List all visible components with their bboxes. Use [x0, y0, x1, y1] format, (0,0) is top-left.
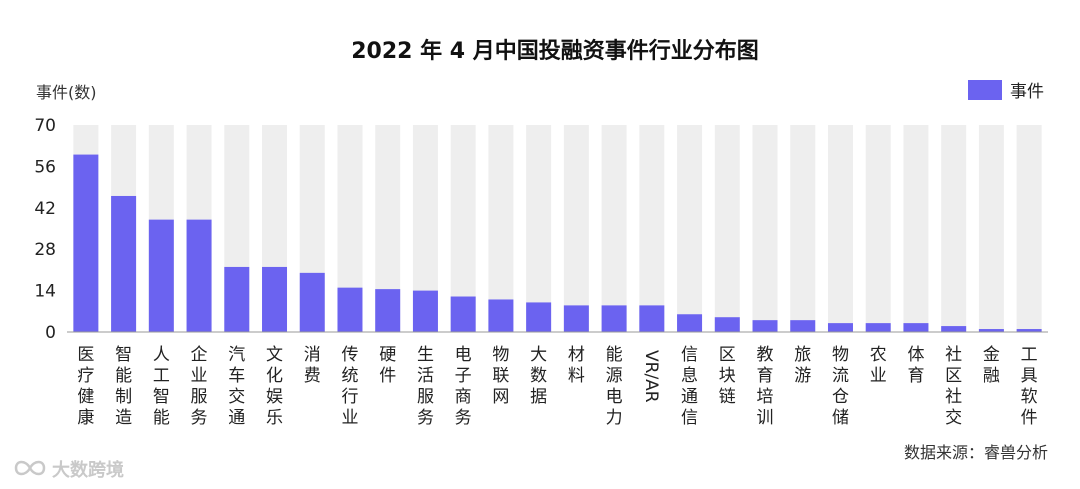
background-bar — [827, 125, 853, 332]
category-label: 体育 — [907, 345, 924, 386]
background-bar — [1016, 125, 1042, 332]
category-label: 医疗健康 — [77, 345, 94, 428]
chart-title: 2022 年 4 月中国投融资事件行业分布图 — [351, 38, 759, 64]
background-bar — [978, 125, 1004, 332]
bar — [148, 219, 174, 332]
y-tick-label: 28 — [34, 240, 56, 260]
bar — [224, 266, 250, 332]
bar — [186, 219, 212, 332]
bar — [865, 323, 891, 332]
y-tick-label: 14 — [34, 282, 56, 302]
bar — [677, 314, 703, 332]
y-axis-ticks: 0 14 28 42 56 70 — [34, 116, 56, 343]
bar — [714, 317, 740, 332]
bar — [412, 290, 438, 332]
category-label: 工具软件 — [1021, 345, 1038, 428]
category-label: VR/AR — [641, 350, 661, 403]
bar — [488, 299, 514, 332]
category-label: 物联网 — [492, 345, 509, 407]
bar — [262, 266, 288, 332]
legend-label: 事件 — [1010, 82, 1044, 102]
category-labels: 医疗健康 智能制造 人工智能 企业服务 汽车交通 文化娱乐 消费 传统行业 硬件 生活服务 电子商务… — [77, 345, 1037, 428]
bar — [941, 326, 967, 332]
background-bar — [563, 125, 589, 332]
bar — [450, 296, 476, 332]
category-label: 物流仓储 — [832, 345, 849, 428]
bar — [790, 320, 816, 332]
category-label: 教育培训 — [757, 345, 774, 428]
category-label: 区块链 — [719, 345, 736, 407]
category-label: 传统行业 — [341, 345, 358, 428]
category-label: 智能制造 — [115, 345, 132, 428]
category-label: 大数据 — [530, 345, 547, 407]
category-label: 旅游 — [794, 345, 811, 386]
infinity-logo-icon — [14, 460, 46, 476]
category-label: 能源电力 — [606, 345, 623, 428]
legend: 事件 — [968, 80, 1044, 102]
category-label: 消费 — [304, 345, 321, 386]
category-label: 人工智能 — [153, 345, 170, 428]
category-label: 信息通信 — [681, 345, 698, 428]
background-bar — [903, 125, 929, 332]
bar — [111, 195, 137, 332]
legend-swatch — [968, 80, 1002, 100]
category-label: 汽车交通 — [228, 345, 245, 428]
background-bar — [790, 125, 816, 332]
y-tick-label: 0 — [45, 323, 56, 343]
bar — [639, 305, 665, 332]
category-label: 社区社交 — [945, 345, 962, 428]
watermark-text: 大数跨境 — [52, 459, 124, 481]
source-note: 数据来源：睿兽分析 — [904, 443, 1048, 462]
category-label: 企业服务 — [191, 345, 208, 428]
background-bars — [73, 125, 1042, 332]
background-bar — [526, 125, 552, 332]
category-label: 文化娱乐 — [266, 345, 283, 428]
bar — [375, 289, 401, 332]
bar — [337, 287, 363, 332]
bar — [601, 305, 627, 332]
bar — [903, 323, 929, 332]
category-label: 电子商务 — [455, 345, 472, 428]
y-axis-label: 事件(数) — [36, 83, 97, 102]
bar — [978, 329, 1004, 332]
background-bar — [941, 125, 967, 332]
background-bar — [752, 125, 778, 332]
bar — [827, 323, 853, 332]
background-bar — [714, 125, 740, 332]
y-tick-label: 56 — [34, 157, 56, 177]
category-label: 硬件 — [379, 345, 396, 386]
category-label: 材料 — [568, 345, 585, 386]
bar — [752, 320, 778, 332]
background-bar — [677, 125, 703, 332]
background-bar — [601, 125, 627, 332]
bar — [299, 272, 325, 332]
background-bar — [639, 125, 665, 332]
category-label: 农业 — [870, 345, 887, 386]
category-label: 生活服务 — [417, 345, 434, 428]
background-bar — [488, 125, 514, 332]
data-bars — [73, 154, 1042, 332]
category-label: 金融 — [983, 345, 1000, 386]
background-bar — [865, 125, 891, 332]
watermark: 大数跨境 — [14, 459, 124, 481]
y-tick-label: 42 — [34, 199, 56, 219]
bar — [1016, 329, 1042, 332]
y-tick-label: 70 — [34, 116, 56, 136]
bar — [563, 305, 589, 332]
bar — [73, 154, 99, 332]
bar — [526, 302, 552, 332]
